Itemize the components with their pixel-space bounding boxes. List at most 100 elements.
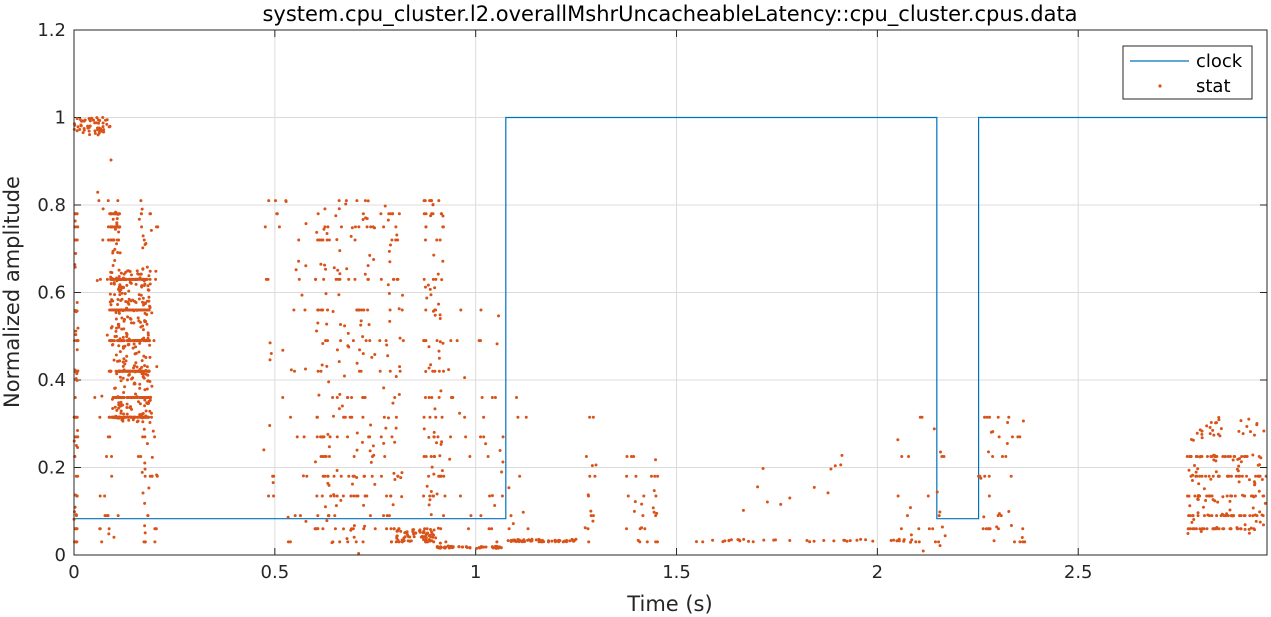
stat-point xyxy=(141,435,145,439)
stat-point xyxy=(121,403,125,407)
stat-point xyxy=(747,539,750,543)
stat-point xyxy=(981,527,985,531)
stat-point xyxy=(464,435,468,439)
stat-point xyxy=(139,199,143,203)
stat-point xyxy=(940,525,944,529)
stat-point xyxy=(382,386,386,390)
stat-point xyxy=(118,339,122,343)
stat-point xyxy=(897,539,901,543)
stat-point xyxy=(910,538,914,542)
stat-point xyxy=(909,540,913,544)
stat-point xyxy=(437,349,441,353)
stat-point xyxy=(351,527,355,531)
stat-point xyxy=(412,535,416,539)
stat-point xyxy=(397,212,401,216)
legend-stat-marker xyxy=(1158,84,1162,88)
stat-point xyxy=(122,357,126,361)
stat-point xyxy=(132,366,136,370)
stat-point xyxy=(521,510,525,514)
stat-point xyxy=(321,308,325,312)
stat-point xyxy=(350,226,354,230)
stat-point xyxy=(1198,527,1202,531)
legend-box xyxy=(1122,45,1253,100)
stat-point xyxy=(320,494,324,498)
stat-point xyxy=(393,396,397,399)
stat-point xyxy=(107,527,111,531)
stat-point xyxy=(1248,514,1252,518)
stat-point xyxy=(334,214,338,218)
stat-point xyxy=(132,382,136,386)
stat-point xyxy=(859,537,863,541)
stat-point xyxy=(122,368,126,372)
stat-point xyxy=(75,129,79,133)
stat-point xyxy=(987,494,991,498)
stat-point xyxy=(1253,528,1257,532)
stat-point xyxy=(812,485,816,489)
stat-point xyxy=(120,308,124,312)
stat-point xyxy=(323,225,327,229)
stat-point xyxy=(1201,505,1205,509)
stat-point xyxy=(1187,468,1191,472)
stat-point xyxy=(419,535,423,539)
stat-point xyxy=(437,302,441,306)
stat-point xyxy=(493,503,497,507)
stat-point xyxy=(95,278,99,282)
stat-point xyxy=(469,514,473,518)
stat-point xyxy=(389,540,393,544)
stat-point xyxy=(1007,509,1011,513)
stat-point xyxy=(111,415,115,419)
y-tick-label: 0.8 xyxy=(37,195,66,216)
stat-point xyxy=(389,494,393,498)
stat-point xyxy=(143,435,147,439)
stat-point xyxy=(1194,474,1198,478)
stat-point xyxy=(123,362,127,366)
stat-point xyxy=(342,527,345,531)
stat-point xyxy=(444,540,448,544)
stat-point xyxy=(143,398,147,402)
stat-point xyxy=(1209,421,1213,425)
stat-point xyxy=(432,253,436,257)
stat-point xyxy=(76,445,80,449)
stat-point xyxy=(110,298,114,302)
stat-point xyxy=(632,509,636,513)
stat-point xyxy=(727,539,731,543)
stat-point xyxy=(1211,474,1215,478)
stat-point xyxy=(927,527,931,531)
stat-point xyxy=(129,339,133,343)
stat-point xyxy=(1194,470,1198,474)
stat-point xyxy=(361,540,365,544)
stat-point xyxy=(394,374,398,378)
stat-point xyxy=(480,396,484,399)
stat-point xyxy=(115,326,119,330)
stat-point xyxy=(935,490,939,494)
stat-point xyxy=(91,118,95,122)
stat-point xyxy=(356,494,360,498)
stat-point xyxy=(412,532,416,536)
stat-point xyxy=(1191,473,1195,477)
stat-point xyxy=(93,129,97,133)
stat-point xyxy=(366,277,370,281)
stat-point xyxy=(139,339,143,343)
stat-point xyxy=(425,296,429,300)
stat-point xyxy=(138,369,142,373)
stat-point xyxy=(107,532,111,536)
stat-point xyxy=(534,538,538,542)
stat-point xyxy=(317,393,321,397)
stat-point xyxy=(422,455,426,459)
stat-point xyxy=(433,313,437,317)
stat-point xyxy=(137,297,141,301)
stat-point xyxy=(1211,428,1215,432)
stat-point xyxy=(432,430,436,434)
stat-point xyxy=(905,514,909,518)
stat-point xyxy=(393,440,397,444)
stat-point xyxy=(424,532,428,536)
stat-point xyxy=(371,225,375,229)
stat-point xyxy=(368,253,372,257)
stat-point xyxy=(1260,478,1264,482)
stat-point xyxy=(329,494,333,498)
stat-point xyxy=(427,396,431,399)
stat-point xyxy=(530,539,534,543)
stat-point xyxy=(137,319,141,323)
stat-point xyxy=(146,379,150,383)
stat-point xyxy=(400,308,404,312)
